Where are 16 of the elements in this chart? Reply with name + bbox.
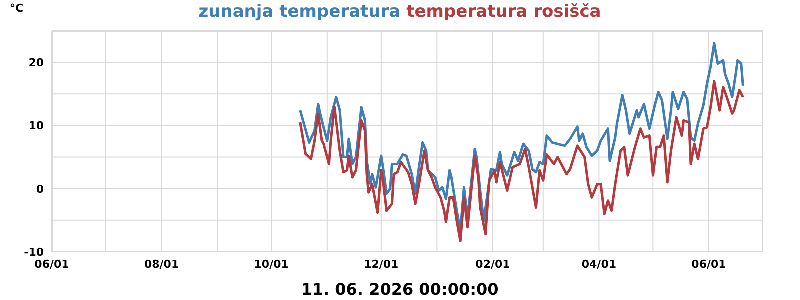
x-tick-label: 06/01 xyxy=(692,258,726,271)
text: temperatura rosišča xyxy=(406,2,602,22)
y-tick-label: 10 xyxy=(28,120,44,133)
x-tick-label: 12/01 xyxy=(364,258,399,271)
x-tick-label: 04/01 xyxy=(582,258,617,271)
x-tick-label: 02/01 xyxy=(476,258,510,271)
text: zunanja temperatura xyxy=(198,2,401,22)
y-axis-title: °C xyxy=(10,2,24,15)
x-tick-label: 10/01 xyxy=(254,258,289,271)
x-axis-title: 11. 06. 2026 00:00:00 xyxy=(300,280,500,299)
y-tick-label: 0 xyxy=(36,182,44,196)
x-tick-label: 08/01 xyxy=(144,258,180,271)
line-series xyxy=(299,80,744,243)
x-tick-label: 06/01 xyxy=(34,258,70,271)
y-tick-label: -10 xyxy=(24,246,44,259)
y-tick-label: 20 xyxy=(28,56,44,70)
